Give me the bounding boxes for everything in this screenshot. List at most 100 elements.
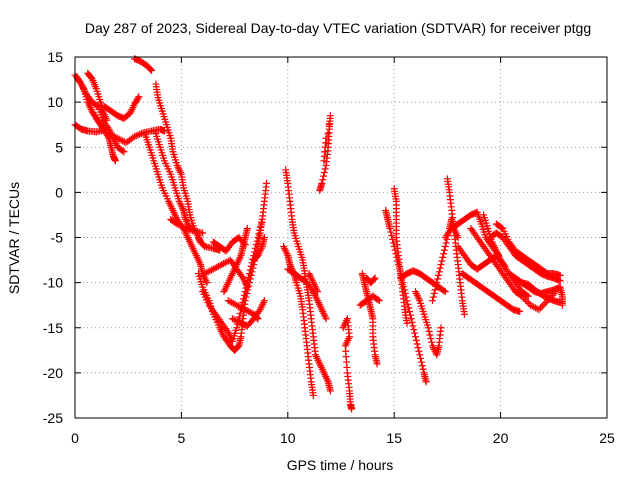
data-point xyxy=(370,275,378,283)
data-point xyxy=(241,288,249,296)
data-point xyxy=(251,244,259,252)
x-tick-label: 10 xyxy=(280,430,296,446)
data-point xyxy=(325,121,333,129)
data-point xyxy=(324,130,332,138)
data-point xyxy=(516,308,524,316)
data-point xyxy=(393,253,401,261)
data-point xyxy=(260,297,268,305)
data-point xyxy=(137,130,145,138)
data-point xyxy=(255,230,263,238)
data-point xyxy=(440,246,448,254)
data-point xyxy=(160,127,168,135)
data-point xyxy=(243,283,251,291)
data-point xyxy=(314,288,322,296)
data-point xyxy=(412,336,420,344)
data-point xyxy=(389,239,397,247)
data-point xyxy=(425,327,433,335)
data-point xyxy=(87,74,95,82)
data-point xyxy=(256,226,264,234)
data-point xyxy=(375,297,383,305)
x-tick-label: 20 xyxy=(493,430,509,446)
chart-title: Day 287 of 2023, Sidereal Day-to-day VTE… xyxy=(85,20,591,36)
data-point xyxy=(131,132,139,140)
data-point xyxy=(500,261,508,269)
data-point xyxy=(225,257,233,265)
data-point xyxy=(386,224,394,232)
data-point xyxy=(411,329,419,337)
data-point xyxy=(319,176,327,184)
data-point xyxy=(404,300,412,308)
data-point xyxy=(399,279,407,287)
data-point xyxy=(147,66,155,74)
data-point xyxy=(419,365,427,373)
data-point xyxy=(406,308,414,316)
x-tick-label: 15 xyxy=(386,430,402,446)
data-point xyxy=(435,268,443,276)
data-point xyxy=(556,298,564,306)
data-point xyxy=(134,131,142,139)
data-point xyxy=(403,297,411,305)
x-tick-label: 5 xyxy=(178,430,186,446)
data-point xyxy=(441,243,449,251)
data-point xyxy=(374,296,382,304)
data-point xyxy=(233,324,241,332)
data-point xyxy=(440,250,448,258)
data-points xyxy=(71,55,566,413)
data-point xyxy=(460,310,468,318)
data-point xyxy=(203,279,211,287)
data-point xyxy=(402,293,410,301)
data-point xyxy=(401,289,409,297)
data-point xyxy=(246,266,254,274)
data-point xyxy=(320,172,328,180)
data-point xyxy=(309,391,317,399)
data-point xyxy=(326,387,334,395)
data-point xyxy=(120,148,128,156)
data-point xyxy=(119,147,127,155)
data-point xyxy=(322,315,330,323)
data-point xyxy=(199,229,207,237)
data-point xyxy=(240,239,248,247)
data-point xyxy=(373,360,381,368)
data-point xyxy=(400,286,408,294)
data-point xyxy=(111,157,119,165)
data-point xyxy=(391,246,399,254)
data-point xyxy=(497,224,505,232)
data-point xyxy=(400,282,408,290)
y-axis-title: SDTVAR / TECUs xyxy=(6,182,22,294)
data-point xyxy=(254,234,262,241)
data-point xyxy=(427,335,435,343)
data-point xyxy=(407,315,415,323)
data-point xyxy=(409,322,417,330)
data-point xyxy=(408,318,416,326)
data-point xyxy=(436,264,444,272)
data-point xyxy=(533,305,541,313)
data-point xyxy=(253,237,261,245)
data-point xyxy=(245,273,253,281)
data-point xyxy=(524,292,532,300)
data-point xyxy=(424,324,432,332)
data-point xyxy=(426,331,434,339)
data-point xyxy=(245,270,253,278)
data-point xyxy=(395,264,403,272)
data-point xyxy=(388,232,396,240)
data-point xyxy=(326,112,334,120)
data-point xyxy=(403,319,411,327)
data-point xyxy=(257,219,265,227)
data-point xyxy=(240,291,248,299)
data-point xyxy=(416,351,424,359)
data-point xyxy=(429,297,437,305)
data-point xyxy=(429,293,437,301)
data-point xyxy=(392,250,400,258)
data-point xyxy=(430,289,438,297)
data-point xyxy=(241,241,249,249)
y-tick-label: 5 xyxy=(55,139,63,155)
data-point xyxy=(440,287,448,295)
data-point xyxy=(236,309,244,317)
data-point xyxy=(417,354,425,362)
data-point xyxy=(396,268,404,276)
data-point xyxy=(257,223,265,231)
data-point xyxy=(437,324,445,332)
data-point xyxy=(371,274,379,282)
data-point xyxy=(348,405,356,413)
